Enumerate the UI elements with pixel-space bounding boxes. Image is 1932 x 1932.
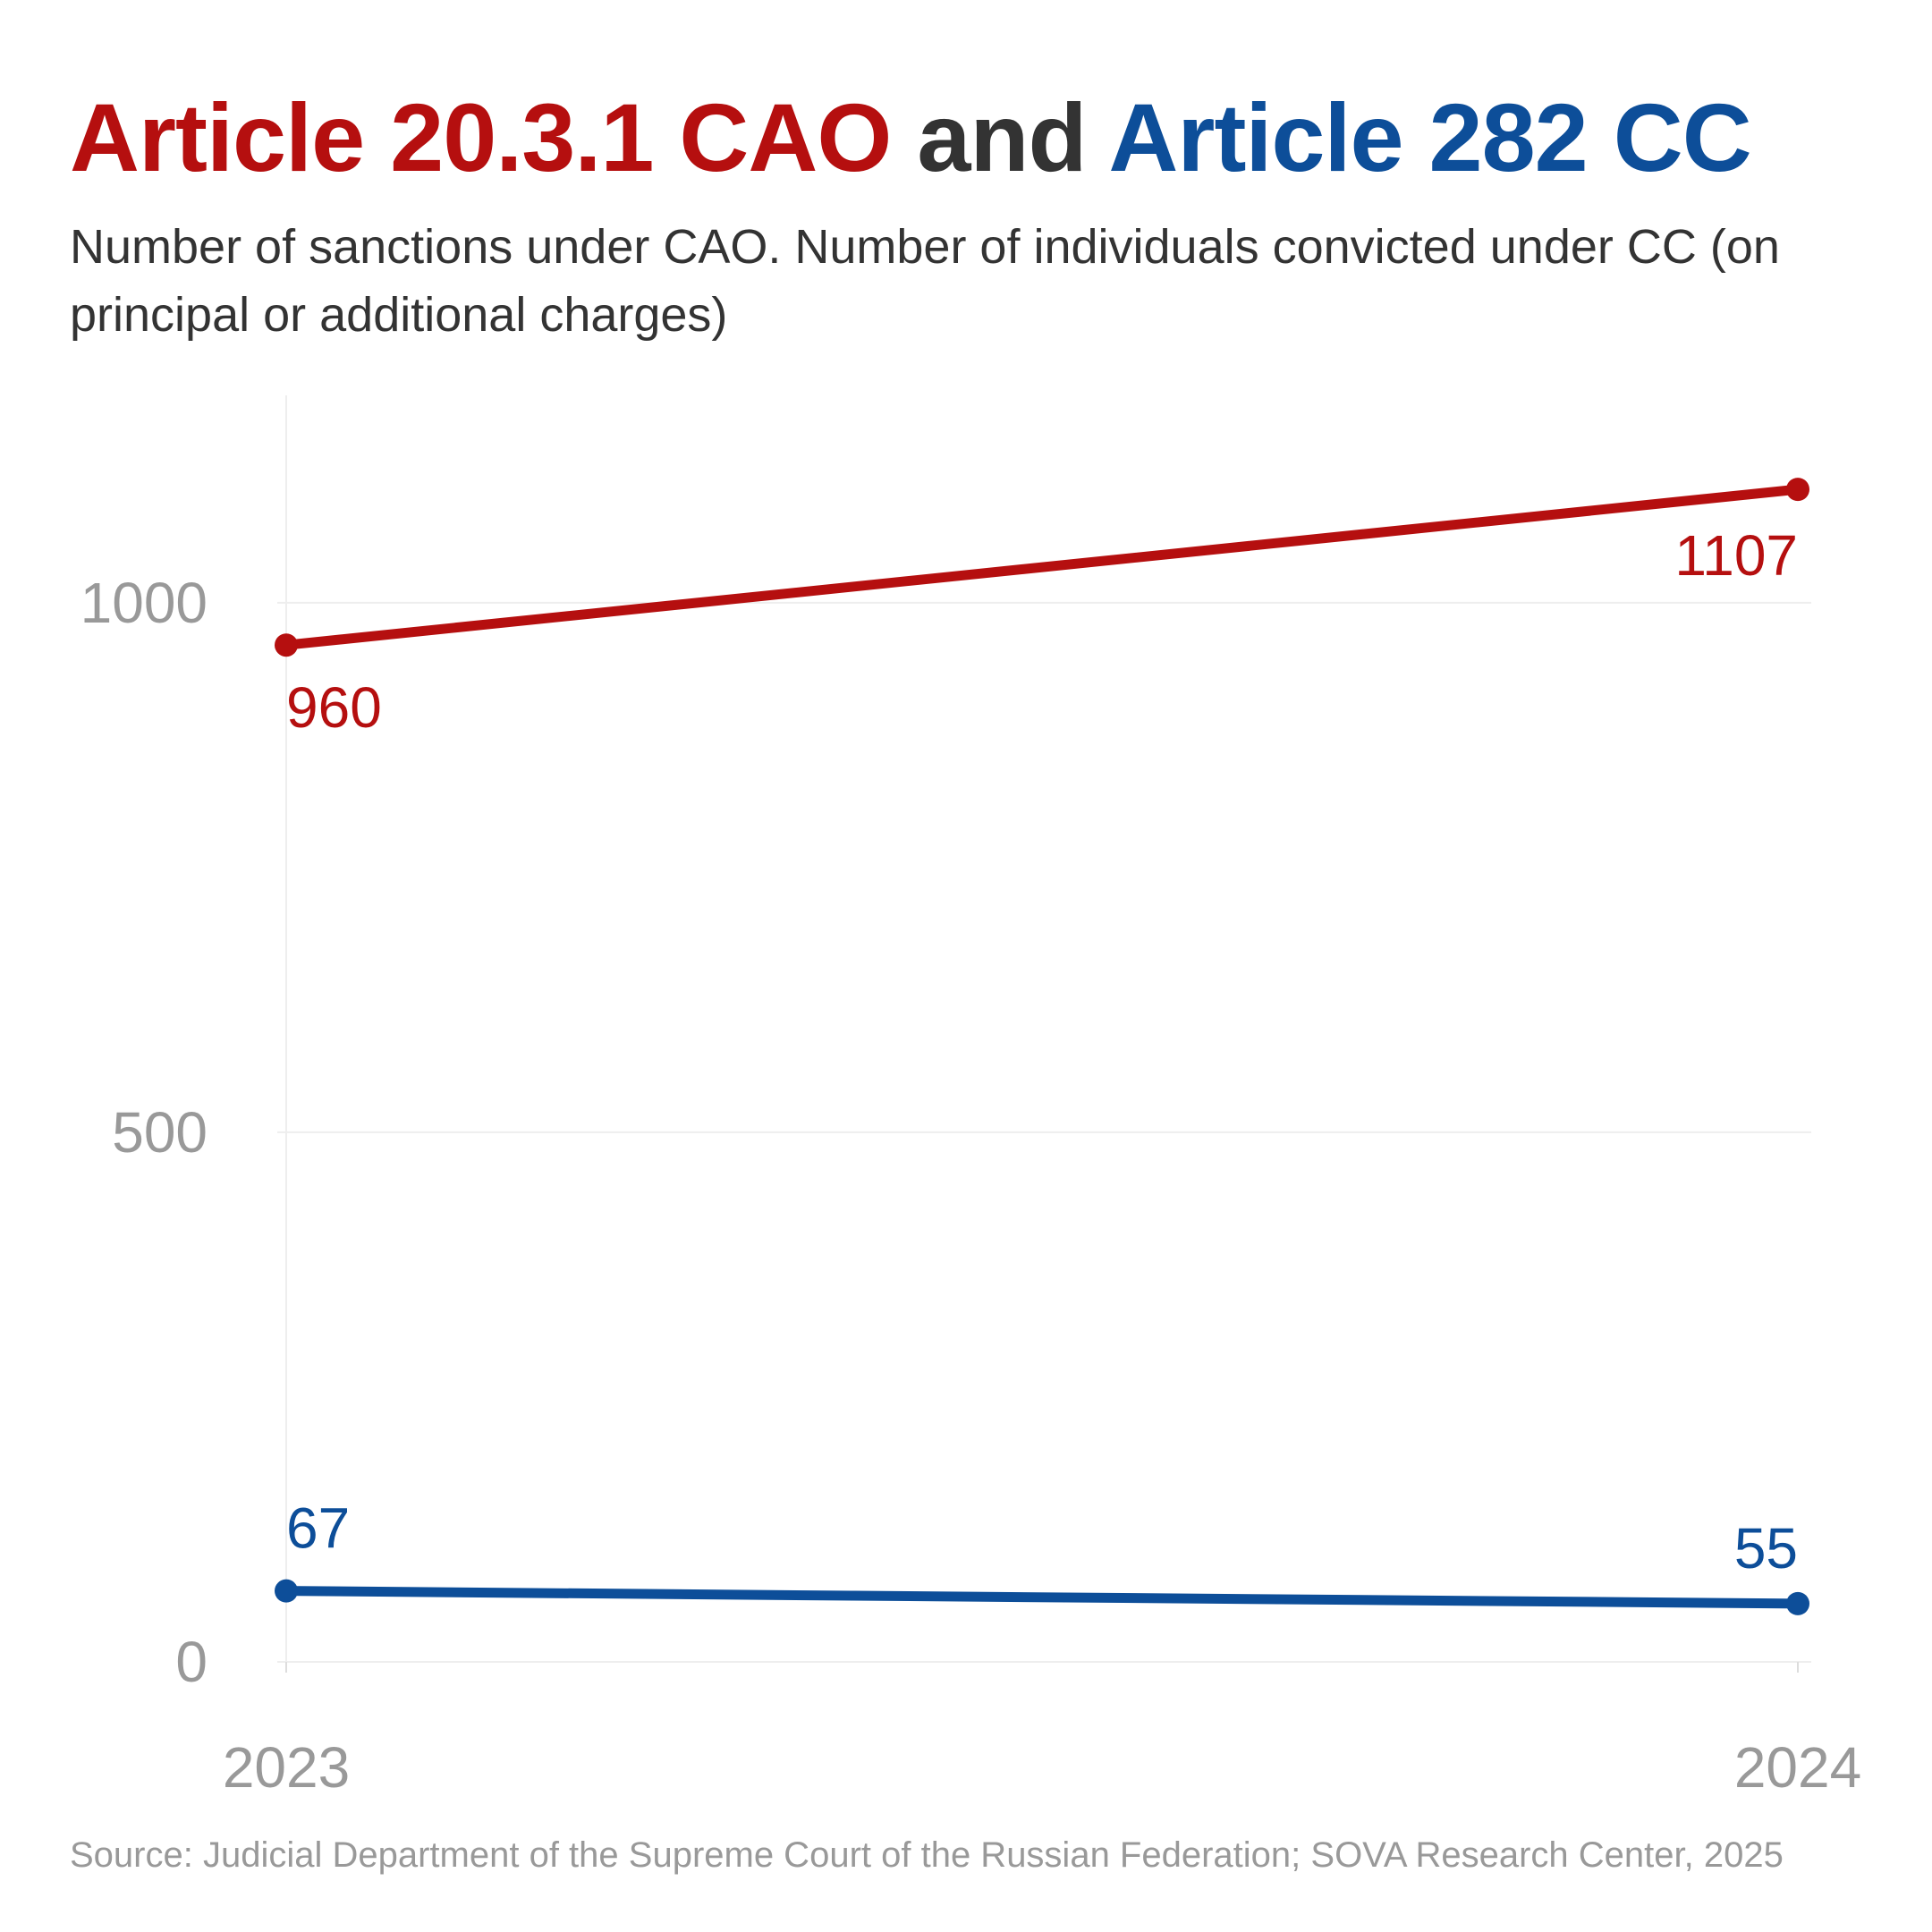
grid-layer <box>277 395 1811 1665</box>
series-line-0 <box>281 484 1803 650</box>
y-tick-label: 0 <box>175 1630 208 1694</box>
chart-title: Article 20.3.1 CAO and Article 282 CC <box>70 82 1752 193</box>
y-tick-label: 1000 <box>80 571 208 635</box>
data-label: 55 <box>1734 1516 1798 1580</box>
chart-subtitle: Number of sanctions under CAO. Number of… <box>70 220 1780 342</box>
title-cc: Article 282 CC <box>1108 83 1751 191</box>
source-note: Source: Judicial Department of the Supre… <box>70 1835 1784 1875</box>
data-label: 960 <box>286 675 382 740</box>
data-point <box>1786 1591 1809 1615</box>
data-point <box>275 1579 298 1603</box>
series-layer <box>275 478 1809 1615</box>
series-line-1 <box>281 1586 1803 1609</box>
axis-layer: 0 500 1000 2023 2024 <box>80 571 1862 1800</box>
label-layer: 960 1107 67 55 <box>286 523 1798 1580</box>
x-tick-label: 2023 <box>223 1735 350 1800</box>
title-cao: Article 20.3.1 CAO <box>70 83 892 191</box>
y-tick-label: 500 <box>112 1100 208 1165</box>
data-label: 1107 <box>1674 523 1798 588</box>
title-and: and <box>891 83 1109 191</box>
data-point <box>275 633 298 657</box>
data-label: 67 <box>286 1496 350 1561</box>
data-point <box>1786 478 1809 502</box>
x-tick-label: 2024 <box>1734 1735 1861 1800</box>
